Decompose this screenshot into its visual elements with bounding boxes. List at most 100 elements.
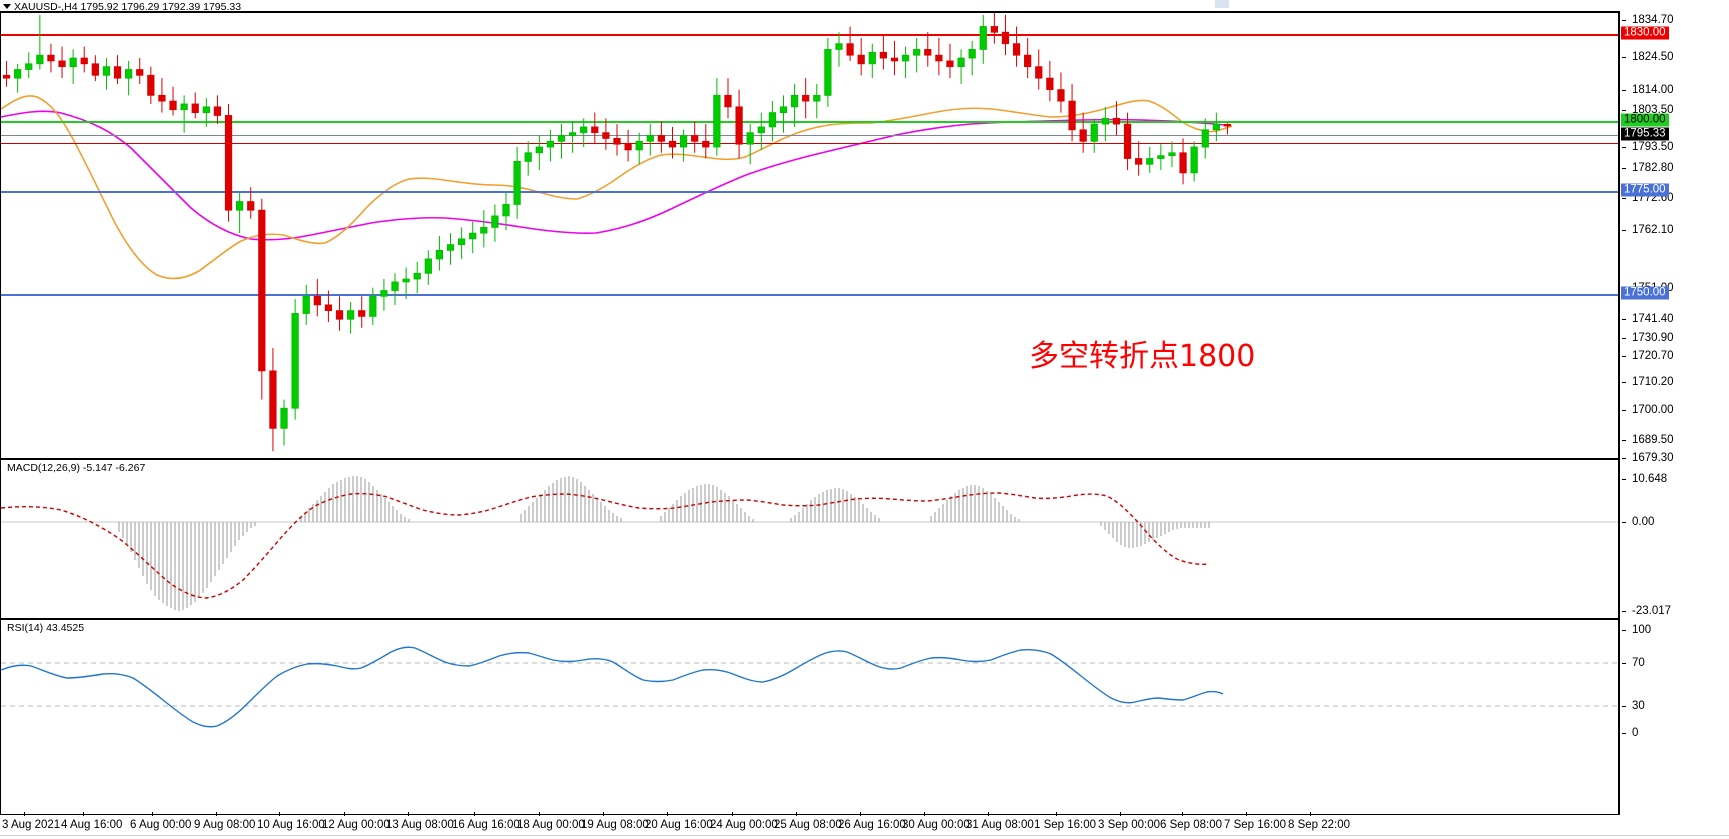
time-axis-tick xyxy=(988,812,989,816)
scale-tick xyxy=(1622,522,1626,523)
scale-tick xyxy=(1622,319,1626,320)
macd-pane[interactable]: MACD(12,26,9) -5.147 -6.267 xyxy=(0,460,1619,620)
scale-tick xyxy=(1622,458,1626,459)
time-axis-tick xyxy=(408,812,409,816)
time-axis-label: 13 Aug 08:00 xyxy=(386,819,454,831)
scale-label: 1782.80 xyxy=(1632,162,1674,174)
scale-label: 1679.30 xyxy=(1632,452,1674,464)
time-axis-label: 20 Aug 16:00 xyxy=(645,819,713,831)
scale-tick xyxy=(1622,382,1626,383)
scale-tick xyxy=(1622,168,1626,169)
time-axis-label: 12 Aug 00:00 xyxy=(322,819,390,831)
time-axis-tick xyxy=(860,812,861,816)
scale-tick xyxy=(1622,20,1626,21)
rsi-indicator-label: RSI(14) 43.4525 xyxy=(6,622,86,634)
time-axis-label: 6 Aug 00:00 xyxy=(130,819,192,831)
price-badge[interactable]: 1750.00 xyxy=(1621,286,1669,300)
chart-annotation: 多空转折点1800 xyxy=(1029,339,1256,374)
price-pane[interactable]: 多空转折点1800 xyxy=(0,12,1619,460)
time-axis-label: 3 Sep 00:00 xyxy=(1098,819,1161,831)
scale-tick xyxy=(1622,90,1626,91)
time-axis-tick xyxy=(924,812,925,816)
titlebar-divider xyxy=(0,11,1620,12)
macd-indicator-label: MACD(12,26,9) -5.147 -6.267 xyxy=(6,462,147,474)
time-axis-tick xyxy=(344,812,345,816)
time-axis-tick xyxy=(216,812,217,816)
time-axis-tick xyxy=(796,812,797,816)
time-axis-tick xyxy=(279,812,280,816)
vertical-axis-line xyxy=(1619,12,1620,815)
scale-tick xyxy=(1622,663,1626,664)
time-axis-tick xyxy=(24,812,25,816)
time-axis-label: 10 Aug 16:00 xyxy=(257,819,325,831)
time-axis-label: 24 Aug 00:00 xyxy=(710,819,778,831)
scale-tick xyxy=(1622,630,1626,631)
time-axis-label: 4 Aug 16:00 xyxy=(61,819,123,831)
scale-label: -23.017 xyxy=(1632,605,1672,617)
time-axis-label: 7 Sep 16:00 xyxy=(1224,819,1287,831)
scale-label: 0 xyxy=(1632,727,1639,739)
rsi-series xyxy=(1,646,1618,728)
time-axis-label: 3 Aug 2021 xyxy=(2,819,61,831)
scale-label: 1824.50 xyxy=(1632,51,1674,63)
scale-tick xyxy=(1622,230,1626,231)
window-titlebar: XAUUSD-,H4 1795.92 1796.29 1792.39 1795.… xyxy=(0,0,1729,14)
price-scale[interactable]: 1834.70 1824.50 1814.00 1803.50 1793.50 1782.… xyxy=(1620,0,1729,839)
level-line-1750 xyxy=(1,294,1618,296)
time-axis-tick xyxy=(152,812,153,816)
time-axis-tick xyxy=(474,812,475,816)
scale-tick xyxy=(1622,356,1626,357)
level-line-1775 xyxy=(1,191,1618,193)
level-line-1830 xyxy=(1,34,1618,36)
scale-label: 1762.10 xyxy=(1632,224,1674,236)
time-axis-label: 19 Aug 08:00 xyxy=(581,819,649,831)
page-title: XAUUSD-,H4 1795.92 1796.29 1792.39 1795.… xyxy=(14,1,242,13)
scale-label: 1803.50 xyxy=(1632,104,1674,116)
level-line-1800 xyxy=(1,121,1618,123)
scale-label: 1689.50 xyxy=(1632,434,1674,446)
scale-tick xyxy=(1622,110,1626,111)
time-axis-label: 9 Aug 08:00 xyxy=(194,819,256,831)
time-axis-label: 6 Sep 08:00 xyxy=(1160,819,1223,831)
ma-red-line xyxy=(1,143,1618,144)
cursor-marker xyxy=(1215,0,1229,8)
scale-label: 1700.00 xyxy=(1632,404,1674,416)
time-axis-label: 8 Sep 22:00 xyxy=(1288,819,1351,831)
time-axis-tick xyxy=(603,812,604,816)
bottom-divider xyxy=(0,835,1729,836)
scale-label: 1741.40 xyxy=(1632,313,1674,325)
time-axis-tick xyxy=(667,812,668,816)
price-badge[interactable]: 1795.33 xyxy=(1621,127,1669,141)
scale-tick xyxy=(1622,733,1626,734)
scale-tick xyxy=(1622,338,1626,339)
macd-series xyxy=(1,476,1618,611)
price-badge[interactable]: 1800.00 xyxy=(1621,113,1669,127)
scale-tick xyxy=(1622,57,1626,58)
scale-label: 1710.20 xyxy=(1632,376,1674,388)
scale-tick xyxy=(1622,440,1626,441)
price-badge[interactable]: 1830.00 xyxy=(1621,26,1669,40)
time-axis-label: 26 Aug 16:00 xyxy=(838,819,906,831)
time-axis-label: 31 Aug 08:00 xyxy=(966,819,1034,831)
price-badge[interactable]: 1775.00 xyxy=(1621,183,1669,197)
scale-label: 1720.70 xyxy=(1632,350,1674,362)
scale-tick xyxy=(1622,706,1626,707)
candlestick-series xyxy=(2,13,1232,452)
time-axis-label: 30 Aug 00:00 xyxy=(902,819,970,831)
scale-label: 70 xyxy=(1632,657,1645,669)
triangle-down-icon[interactable] xyxy=(3,4,11,9)
time-axis-tick xyxy=(83,812,84,816)
scale-label: 1793.50 xyxy=(1632,141,1674,153)
time-axis: 3 Aug 2021 4 Aug 16:00 6 Aug 00:00 9 Aug 08… xyxy=(0,812,1729,839)
scale-label: 10.648 xyxy=(1632,473,1668,485)
scale-tick xyxy=(1622,479,1626,480)
time-axis-tick xyxy=(1056,812,1057,816)
scale-tick xyxy=(1622,410,1626,411)
time-axis-tick xyxy=(732,812,733,816)
scale-tick xyxy=(1622,198,1626,199)
time-axis-tick xyxy=(1246,812,1247,816)
scale-tick xyxy=(1622,611,1626,612)
scale-label: 0.00 xyxy=(1632,516,1655,528)
rsi-pane[interactable]: RSI(14) 43.4525 xyxy=(0,620,1619,815)
